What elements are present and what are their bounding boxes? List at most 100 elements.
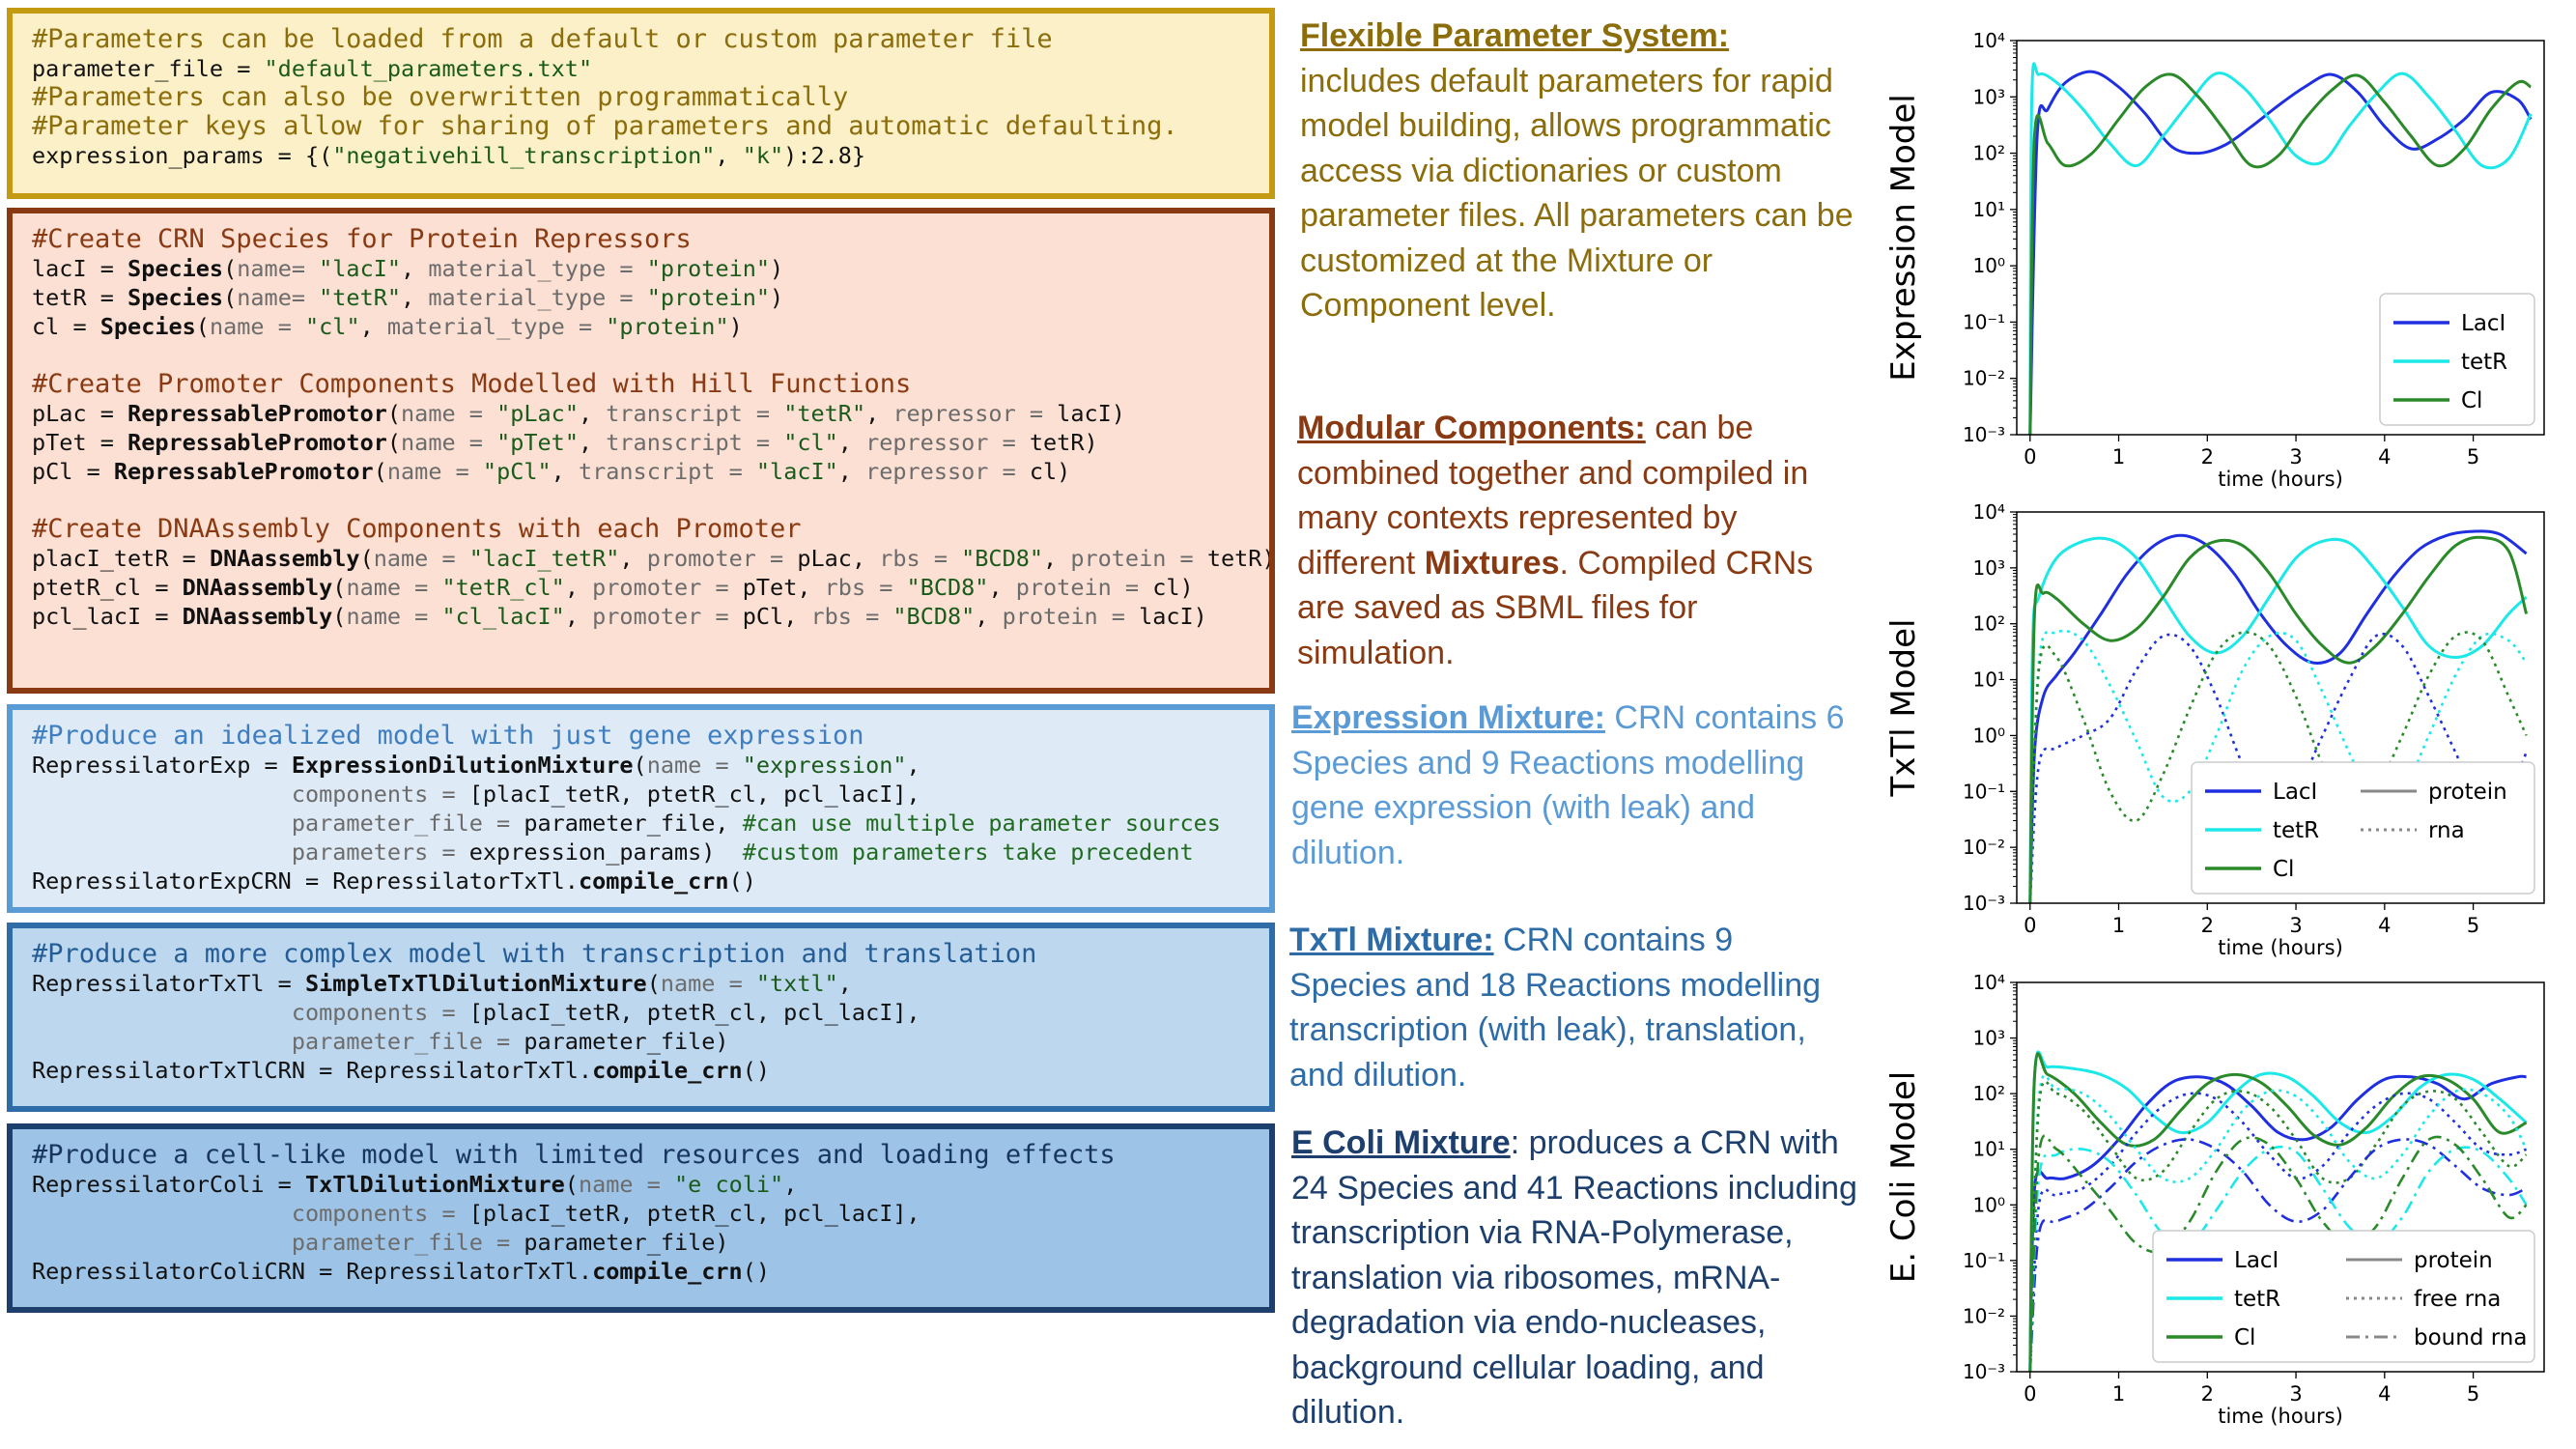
code-token	[32, 1200, 292, 1227]
code-line	[32, 486, 1250, 515]
x-tick-label: 2	[2201, 1382, 2214, 1406]
code-line: parameter_file = parameter_file)	[32, 1228, 1250, 1257]
code-token: "protein"	[646, 284, 771, 311]
code-token: cl)	[1152, 574, 1194, 601]
code-token: name =	[401, 400, 497, 427]
desc-text: . Compiled CRNs are saved as SBML files …	[1297, 544, 1814, 671]
code-token: #Produce a more complex model with trans…	[32, 939, 1037, 969]
code-token: ,	[975, 603, 1003, 630]
code-line: components = [placI_tetR, ptetR_cl, pcl_…	[32, 1199, 1250, 1228]
code-token: (	[386, 400, 402, 427]
code-token	[32, 810, 292, 837]
code-token: #Parameter keys allow for sharing of par…	[32, 111, 1178, 141]
code-token: ,	[783, 1171, 798, 1198]
code-token: ,	[578, 400, 607, 427]
code-token: ,	[837, 458, 866, 485]
code-line: #Create DNAAssembly Components with each…	[32, 515, 1250, 544]
desc-modular-components: Modular Components: can be combined toge…	[1297, 406, 1857, 675]
chart-expression-model: 0 1 2 3 4 5 10⁻³ 10⁻² 10⁻¹ 10⁰ 10¹ 10² 10³ 10⁴ time (h…	[1874, 19, 2569, 497]
series-line-LacI-solid	[2028, 70, 2533, 435]
code-token: "cl"	[783, 429, 838, 456]
legend-label-LacI: LacI	[2461, 311, 2505, 336]
code-token: protein =	[1015, 574, 1153, 601]
code-token: #Produce an idealized model with just ge…	[32, 721, 864, 751]
code-token: "pCl"	[482, 458, 552, 485]
code-line: ptetR_cl = DNAassembly(name = "tetR_cl",…	[32, 573, 1250, 602]
code-token: "pTet"	[496, 429, 579, 456]
series-line-LacI-solid	[2028, 529, 2528, 903]
code-box-params: #Parameters can be loaded from a default…	[7, 8, 1275, 199]
code-token: (	[195, 313, 210, 340]
code-token: name =	[660, 970, 756, 997]
x-tick-label: 2	[2201, 445, 2214, 469]
y-tick-label: 10⁻¹	[1963, 780, 2005, 803]
chart-svg-txtl: 0 1 2 3 4 5 10⁻³ 10⁻² 10⁻¹ 10⁰ 10¹ 10² 10³ 10⁴ time (h…	[1884, 500, 2545, 959]
code-token: name =	[646, 752, 743, 779]
desc-heading: Flexible Parameter System:	[1300, 17, 1730, 54]
x-tick-label: 0	[2024, 445, 2036, 469]
legend-label-tetR: tetR	[2273, 818, 2319, 843]
code-token: pLac,	[797, 545, 880, 572]
code-token	[32, 1229, 292, 1256]
code-token: protein =	[1070, 545, 1207, 572]
x-tick-label: 3	[2289, 914, 2302, 937]
code-token: pCl,	[742, 603, 811, 630]
legend-label-Cl: Cl	[2273, 857, 2294, 882]
code-token: (	[332, 574, 347, 601]
chart-txtl-model: 0 1 2 3 4 5 10⁻³ 10⁻² 10⁻¹ 10⁰ 10¹ 10² 10³ 10⁴ time (h…	[1874, 491, 2569, 966]
series-line-tetR-solid	[2028, 536, 2528, 903]
y-tick-label: 10²	[1973, 1082, 2005, 1105]
code-token: RepressilatorExpCRN = RepressilatorTxTl.	[32, 867, 579, 895]
code-token: (	[359, 545, 374, 572]
code-token: lacI =	[32, 255, 128, 282]
x-tick-label: 5	[2467, 1382, 2479, 1406]
code-token: pTet =	[32, 429, 128, 456]
code-token: #Parameters can be loaded from a default…	[32, 24, 1053, 54]
desc-heading: Modular Components:	[1297, 410, 1646, 446]
code-token: "BCD8"	[961, 545, 1044, 572]
code-token: ,	[564, 603, 593, 630]
code-token: ,	[865, 400, 893, 427]
code-token: rbs =	[824, 574, 907, 601]
code-token: RepressilatorExp =	[32, 752, 292, 779]
code-token: cl =	[32, 313, 100, 340]
desc-heading: E Coli Mixture	[1291, 1124, 1511, 1161]
code-token: "lacI_tetR"	[468, 545, 620, 572]
code-token: RepressablePromotor	[127, 429, 387, 456]
y-tick-label: 10²	[1973, 612, 2005, 636]
code-token: name =	[373, 545, 469, 572]
legend-box	[2191, 761, 2535, 895]
code-token: "cl"	[305, 313, 360, 340]
desc-ecoli-mixture: E Coli Mixture: produces a CRN with 24 S…	[1291, 1121, 1871, 1435]
desc-text: CRN contains 9 Species and 18 Reactions …	[1289, 922, 1822, 1094]
code-line: lacI = Species(name= "lacI", material_ty…	[32, 254, 1250, 283]
y-tick-label: 10³	[1973, 85, 2005, 108]
y-tick-label: 10⁻³	[1963, 1360, 2005, 1383]
code-token: RepressablePromotor	[127, 400, 387, 427]
code-token: "default_parameters.txt"	[264, 55, 593, 82]
code-token: ptetR_cl =	[32, 574, 183, 601]
code-token: "e coli"	[674, 1171, 784, 1198]
code-token: expression_params)	[468, 838, 743, 866]
legend-label-rna: rna	[2428, 818, 2465, 843]
code-token: "lacI"	[319, 255, 402, 282]
code-token: ,	[715, 142, 743, 169]
code-token: components =	[291, 1200, 469, 1227]
code-line: RepressilatorColiCRN = RepressilatorTxTl…	[32, 1257, 1250, 1286]
legend-label-tetR: tetR	[2234, 1287, 2280, 1312]
code-line: pTet = RepressablePromotor(name = "pTet"…	[32, 428, 1250, 457]
legend-label-protein: protein	[2414, 1248, 2493, 1273]
code-token: promoter =	[592, 603, 743, 630]
legend-box	[2152, 1230, 2535, 1363]
code-token: #Create Promoter Components Modelled wit…	[32, 369, 912, 399]
x-tick-label: 5	[2467, 914, 2479, 937]
code-token: parameter_file =	[291, 810, 524, 837]
y-tick-label: 10⁴	[1973, 971, 2005, 994]
code-token: parameters =	[291, 838, 469, 866]
y-axis-label: TxTl Model	[1884, 619, 1923, 798]
code-line: #Parameters can also be overwritten prog…	[32, 83, 1250, 112]
y-tick-label: 10⁰	[1973, 724, 2005, 747]
series-group	[2028, 529, 2529, 903]
code-token: tetR)	[1206, 545, 1275, 572]
code-token: )	[770, 255, 784, 282]
